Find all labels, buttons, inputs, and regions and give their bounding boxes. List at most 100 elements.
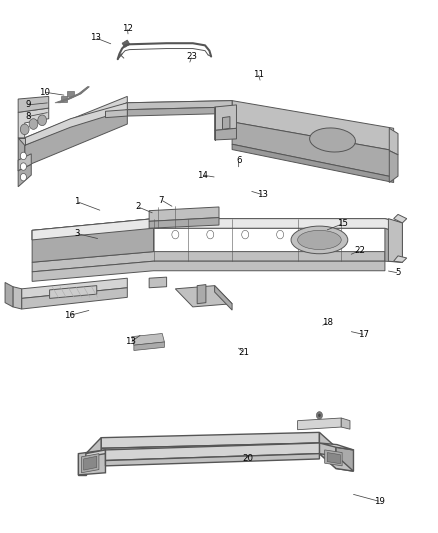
Text: 21: 21 — [239, 348, 250, 357]
Polygon shape — [122, 40, 130, 47]
Polygon shape — [86, 438, 101, 475]
Polygon shape — [25, 103, 127, 166]
Text: 11: 11 — [253, 70, 264, 78]
Polygon shape — [336, 447, 353, 471]
Polygon shape — [78, 450, 106, 475]
Polygon shape — [232, 101, 394, 151]
Text: 8: 8 — [25, 112, 31, 121]
Polygon shape — [5, 282, 13, 307]
Polygon shape — [86, 450, 106, 457]
Polygon shape — [18, 108, 49, 138]
Circle shape — [20, 152, 26, 160]
Circle shape — [277, 230, 284, 239]
Ellipse shape — [297, 230, 341, 249]
Text: 3: 3 — [74, 229, 80, 238]
Polygon shape — [232, 144, 394, 182]
Polygon shape — [101, 432, 319, 448]
Polygon shape — [389, 151, 398, 182]
Polygon shape — [101, 443, 319, 459]
Ellipse shape — [291, 226, 348, 254]
Text: 9: 9 — [25, 100, 31, 109]
Polygon shape — [84, 456, 97, 470]
Text: 10: 10 — [39, 87, 50, 96]
Circle shape — [20, 173, 26, 181]
Polygon shape — [319, 432, 336, 469]
Polygon shape — [127, 107, 232, 116]
Polygon shape — [32, 219, 153, 262]
Polygon shape — [132, 334, 164, 345]
Polygon shape — [25, 101, 232, 152]
Circle shape — [242, 230, 249, 239]
Polygon shape — [32, 252, 385, 272]
Polygon shape — [325, 450, 342, 466]
Polygon shape — [13, 287, 21, 309]
Text: 1: 1 — [74, 197, 80, 206]
Polygon shape — [327, 453, 340, 464]
Polygon shape — [389, 219, 403, 262]
Text: 22: 22 — [354, 246, 365, 255]
Polygon shape — [215, 105, 237, 131]
Polygon shape — [60, 96, 67, 102]
Polygon shape — [25, 103, 127, 146]
Polygon shape — [32, 219, 403, 240]
Polygon shape — [385, 228, 403, 262]
Text: 20: 20 — [242, 455, 253, 463]
Polygon shape — [49, 286, 97, 298]
Polygon shape — [32, 261, 385, 281]
Polygon shape — [389, 128, 398, 155]
Text: 23: 23 — [187, 52, 198, 61]
Polygon shape — [67, 91, 74, 96]
Text: 7: 7 — [159, 196, 164, 205]
Polygon shape — [341, 418, 350, 429]
Polygon shape — [134, 342, 164, 351]
Polygon shape — [18, 165, 31, 187]
Polygon shape — [394, 256, 407, 262]
Text: 12: 12 — [122, 24, 133, 33]
Polygon shape — [21, 278, 127, 298]
Circle shape — [316, 411, 322, 419]
Polygon shape — [21, 288, 127, 309]
Text: 5: 5 — [395, 269, 401, 277]
Text: 2: 2 — [135, 203, 141, 212]
Circle shape — [38, 115, 46, 126]
Text: 18: 18 — [322, 318, 333, 327]
Polygon shape — [149, 217, 219, 228]
Polygon shape — [319, 443, 353, 450]
Text: 19: 19 — [374, 497, 385, 506]
Polygon shape — [18, 138, 25, 171]
Polygon shape — [197, 285, 206, 304]
Polygon shape — [18, 96, 49, 112]
Text: 13: 13 — [125, 337, 136, 346]
Polygon shape — [232, 122, 394, 177]
Polygon shape — [18, 138, 25, 171]
Circle shape — [207, 230, 214, 239]
Circle shape — [29, 119, 38, 130]
Text: 14: 14 — [197, 171, 208, 180]
Polygon shape — [223, 117, 230, 130]
Text: 13: 13 — [90, 34, 101, 43]
Polygon shape — [149, 277, 166, 288]
Polygon shape — [32, 219, 385, 240]
Text: 13: 13 — [257, 190, 268, 199]
Circle shape — [318, 414, 321, 417]
Polygon shape — [106, 443, 319, 461]
Polygon shape — [106, 110, 127, 118]
Polygon shape — [394, 214, 407, 223]
Polygon shape — [175, 286, 232, 307]
Polygon shape — [25, 96, 127, 146]
Text: 16: 16 — [64, 311, 75, 320]
Text: 6: 6 — [236, 156, 241, 165]
Polygon shape — [18, 154, 31, 171]
Circle shape — [172, 230, 179, 239]
Polygon shape — [106, 454, 319, 466]
Polygon shape — [78, 454, 86, 475]
Circle shape — [20, 163, 26, 170]
Polygon shape — [149, 207, 219, 221]
Ellipse shape — [310, 128, 355, 152]
Polygon shape — [127, 101, 232, 110]
Text: 17: 17 — [358, 330, 370, 339]
Polygon shape — [297, 418, 341, 430]
Circle shape — [20, 124, 29, 135]
Text: 15: 15 — [337, 220, 348, 229]
Polygon shape — [385, 219, 403, 233]
